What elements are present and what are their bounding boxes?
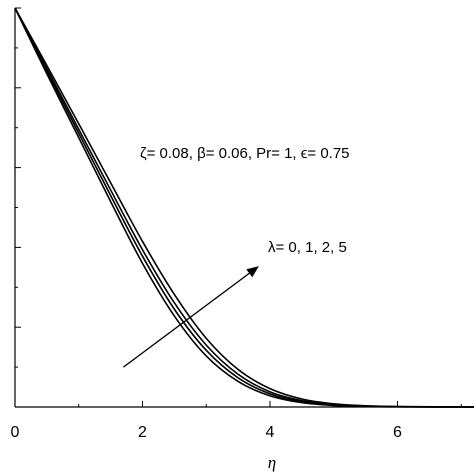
series-line-0 — [14, 7, 474, 408]
x-axis-title: η — [268, 453, 276, 472]
lambda-annotation: λ= 0, 1, 2, 5 — [268, 239, 347, 256]
series-line-3 — [14, 7, 474, 408]
trend-arrow — [122, 266, 259, 368]
series-line-1 — [14, 7, 474, 408]
x-tick-label: 6 — [393, 424, 402, 441]
axes: 0 2 4 6 — [11, 7, 474, 441]
parameter-annotation: ζ= 0.08, β= 0.06, Pr= 1, ϵ= 0.75 — [140, 145, 350, 162]
annotations: ζ= 0.08, β= 0.06, Pr= 1, ϵ= 0.75 λ= 0, 1… — [122, 145, 350, 368]
x-tick-label: 2 — [138, 424, 147, 441]
curves — [14, 7, 474, 408]
x-tick-label: 4 — [266, 424, 275, 441]
x-tick-label: 0 — [11, 424, 20, 441]
series-line-2 — [14, 7, 474, 408]
